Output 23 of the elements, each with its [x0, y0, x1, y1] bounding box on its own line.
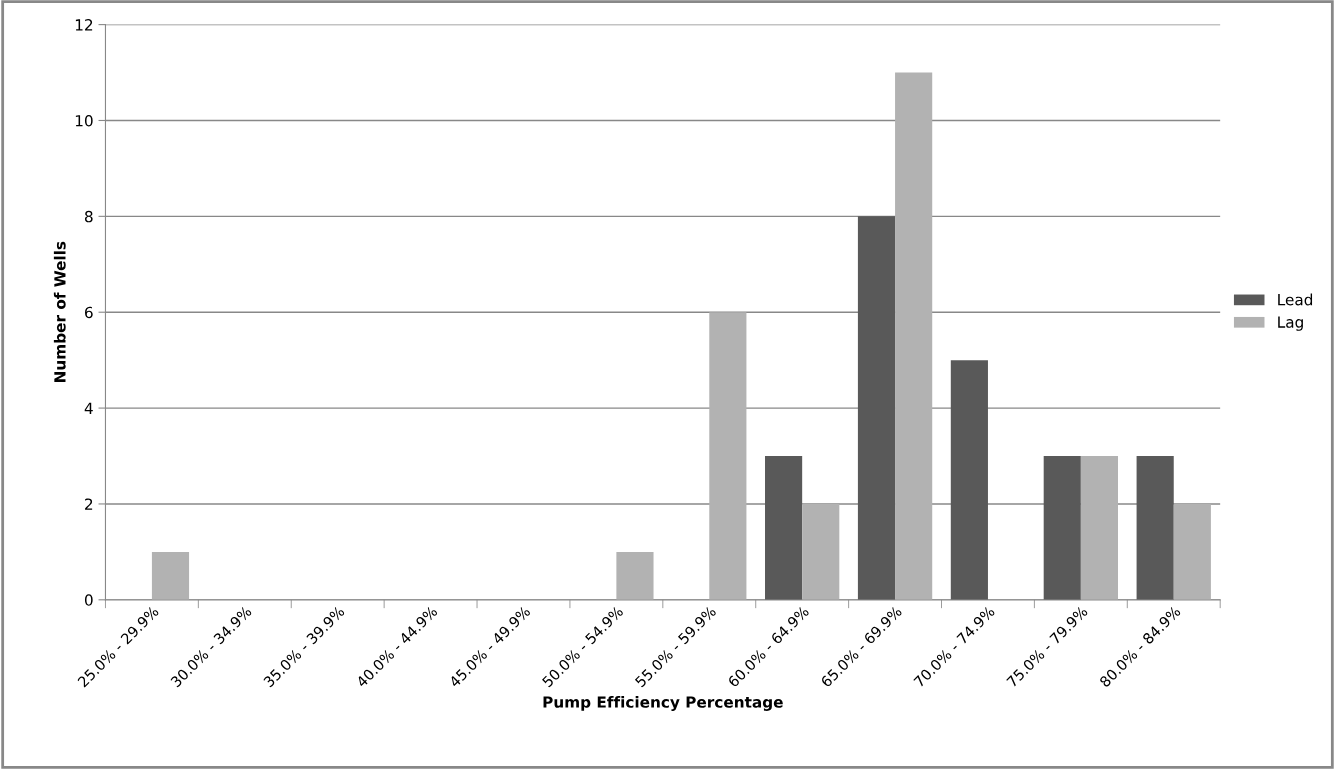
y-tick-label: 12: [75, 19, 93, 31]
bar: [1043, 456, 1081, 600]
y-tick-label: 10: [75, 114, 93, 127]
y-tick-label: 8: [84, 210, 93, 223]
bar: [950, 360, 988, 600]
bar: [709, 312, 747, 600]
x-axis-title: Pump Efficiency Percentage: [543, 696, 783, 711]
bar: [857, 216, 896, 600]
legend-label: Lead: [1278, 293, 1313, 306]
y-axis-title: Number of Wells: [53, 241, 66, 383]
y-tick-label: 6: [85, 306, 93, 319]
y-tick-label: 0: [84, 594, 93, 606]
bar: [1173, 503, 1211, 600]
bar: [895, 72, 933, 600]
y-tick-label: 4: [84, 402, 93, 414]
legend-label: Lag: [1278, 316, 1303, 331]
bar: [802, 503, 840, 600]
y-tick-label: 2: [85, 498, 93, 510]
bar: [1136, 456, 1174, 600]
bar: [765, 456, 803, 600]
bar: [616, 551, 654, 600]
bar: [151, 551, 190, 600]
bar: [1080, 456, 1119, 600]
